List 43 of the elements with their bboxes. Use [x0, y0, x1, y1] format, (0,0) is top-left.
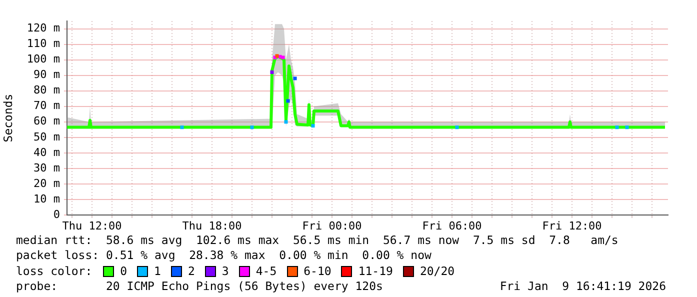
legend-label: 2: [188, 264, 195, 279]
point: [286, 99, 290, 103]
y-tick-label: 0: [53, 208, 60, 221]
x-tick-label: Fri 12:00: [542, 219, 602, 232]
y-tick-label: 70 m: [34, 99, 60, 112]
y-tick-label: 30 m: [34, 161, 60, 174]
y-tick-label: 50 m: [34, 130, 60, 144]
point: [615, 126, 619, 130]
y-tick-label: 10 m: [34, 192, 60, 206]
text: probe: 20 ICMP Echo Pings (56 Bytes) every 120s: [16, 278, 383, 294]
legend-label: 11-19: [358, 264, 393, 279]
text: packet loss: 0.51 % avg 28.38 % max 0.00 % min 0.00 % now: [16, 248, 432, 264]
y-axis-title: Seconds: [0, 94, 15, 142]
legend-title: loss color:: [16, 264, 94, 279]
point: [281, 56, 285, 60]
point: [455, 126, 459, 130]
y-tick-label: 60 m: [34, 114, 60, 128]
y-tick-label: 120 m: [26, 22, 60, 35]
x-tick-label: Fri 06:00: [422, 219, 482, 232]
point: [180, 126, 184, 130]
y-tick-label: 40 m: [34, 146, 60, 159]
legend-label: 3: [222, 264, 229, 279]
y-tick-label: 110 m: [26, 37, 60, 50]
y-tick-label: 90 m: [34, 68, 60, 82]
point: [293, 76, 297, 80]
text: median rtt: 58.6 ms avg 102.6 ms max 56.5 ms min 56.7 ms now 7.5 ms sd 7.8 am/s: [16, 233, 620, 248]
legend-label: 0: [120, 264, 128, 279]
x-tick-label: Fri 00:00: [302, 219, 362, 232]
point: [311, 124, 315, 128]
y-tick-label: 100 m: [26, 52, 60, 66]
legend-label: 1: [154, 264, 161, 279]
legend-label: 20/20: [420, 264, 455, 279]
point: [625, 126, 629, 130]
point: [284, 120, 288, 124]
x-tick-label: Thu 12:00: [62, 219, 122, 232]
y-tick-label: 80 m: [34, 84, 60, 97]
text: Fri Jan 9 16:41:19 2026: [500, 278, 666, 294]
point: [270, 70, 274, 74]
legend-label: 6-10: [304, 264, 332, 279]
x-tick-label: Thu 18:00: [182, 219, 242, 232]
legend-label: 4-5: [256, 264, 277, 279]
point: [250, 126, 254, 130]
y-tick-label: 20 m: [34, 176, 60, 190]
